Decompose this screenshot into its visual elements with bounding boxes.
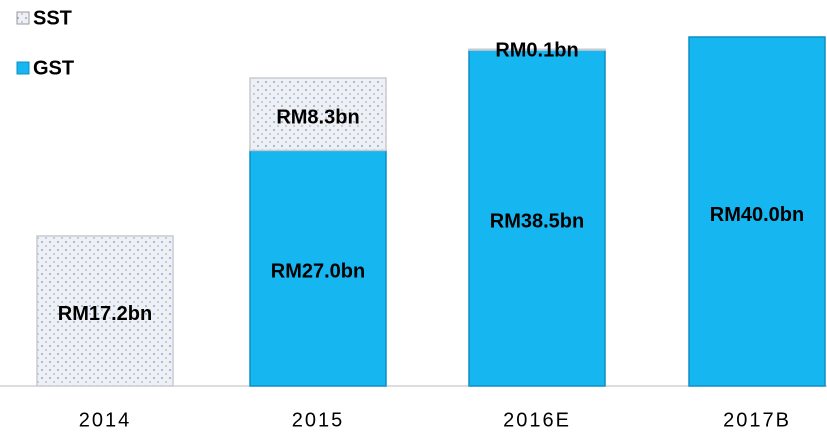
value-label: RM0.1bn — [495, 39, 578, 61]
value-label: RM40.0bn — [710, 204, 804, 226]
legend-swatch — [16, 61, 30, 75]
value-label: RM27.0bn — [271, 260, 365, 282]
x-tick-label: 2017B — [723, 409, 791, 431]
bar-segment — [249, 149, 387, 387]
bar-segment — [468, 49, 606, 387]
value-label: RM8.3bn — [276, 106, 359, 128]
x-tick-label: 2015 — [292, 409, 345, 431]
legend-label: GST — [33, 57, 74, 79]
x-tick-label: 2016E — [503, 409, 571, 431]
value-label: RM17.2bn — [58, 303, 152, 325]
value-label: RM38.5bn — [490, 210, 584, 232]
bar-segment — [249, 77, 387, 152]
bar-segment — [688, 36, 826, 387]
bar-segment — [36, 235, 174, 387]
legend-label: SST — [33, 7, 72, 29]
x-tick-label: 2014 — [79, 409, 132, 431]
legend-swatch — [16, 11, 30, 25]
bar-segment — [468, 48, 606, 51]
